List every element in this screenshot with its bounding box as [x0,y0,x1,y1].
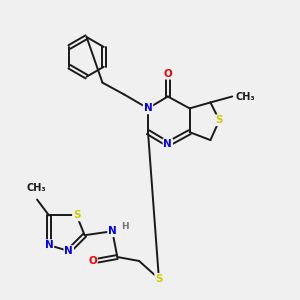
Text: N: N [45,240,53,250]
Text: CH₃: CH₃ [26,183,46,193]
Text: S: S [216,115,223,125]
Text: H: H [121,222,129,231]
Text: N: N [108,226,117,236]
Text: N: N [64,246,73,256]
Text: N: N [144,103,152,113]
Text: O: O [164,69,172,79]
Text: CH₃: CH₃ [235,92,255,101]
Text: S: S [155,274,163,284]
Text: N: N [164,139,172,149]
Text: O: O [88,256,97,266]
Text: S: S [73,210,80,220]
